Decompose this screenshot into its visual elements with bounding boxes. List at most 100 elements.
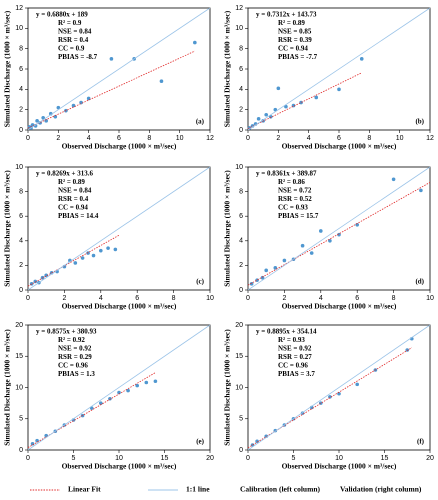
panel-label: (b)	[415, 118, 424, 126]
y-tick-label: 8	[19, 188, 23, 195]
y-tick-label: 8	[19, 46, 23, 53]
y-tick-label: 5	[19, 416, 23, 423]
data-point	[86, 251, 90, 255]
x-axis-title: Observed Discharge (1000 × m³/sec)	[62, 142, 177, 151]
stats-text: CC = 0.9	[58, 45, 85, 53]
y-tick-label: 12	[15, 5, 23, 12]
x-tick-label: 12	[206, 135, 214, 142]
data-point	[193, 40, 197, 45]
x-axis-title: Observed Discharge (1000 × m³/sec)	[282, 462, 397, 471]
data-point	[273, 266, 278, 270]
stats-text: RSR = 0.52	[278, 195, 312, 203]
stats-text: R² = 0.89	[278, 19, 305, 27]
data-point	[73, 261, 78, 265]
x-axis-title: Observed Discharge (1000 × m³/sec)	[62, 462, 177, 471]
stats-text: CC = 0.96	[58, 362, 88, 370]
data-point	[56, 105, 61, 110]
stats-text: PBIAS = 3.7	[278, 370, 315, 378]
data-point	[53, 114, 58, 119]
stats-text: NSE = 0.85	[278, 28, 312, 36]
y-tick-label: 10	[235, 384, 243, 391]
y-tick-label: 20	[235, 322, 243, 329]
data-point	[264, 268, 269, 273]
data-point	[109, 57, 114, 61]
data-point	[299, 100, 303, 105]
y-tick-label: 12	[235, 5, 243, 12]
x-axis-title: Observed Discharge (1000 × m³/sec)	[62, 302, 177, 311]
stats-text: NSE = 0.72	[278, 187, 312, 195]
data-point	[256, 117, 261, 121]
x-tick-label: 8	[367, 135, 371, 142]
x-tick-label: 10	[115, 455, 123, 462]
data-point	[391, 177, 396, 182]
y-axis-title: Simulated Discharge (1000 × m³/sec)	[223, 329, 232, 446]
y-tick-label: 2	[19, 262, 23, 269]
stats-text: y = 0.8361x + 389.87	[256, 170, 317, 178]
x-tick-label: 5	[292, 455, 296, 462]
x-tick-label: 12	[426, 135, 434, 142]
y-axis-title: Simulated Discharge (1000 × m³/sec)	[3, 10, 12, 127]
x-tick-label: 10	[426, 295, 434, 302]
y-tick-label: 15	[15, 353, 23, 360]
stats-text: PBIAS = 15.7	[278, 212, 319, 220]
data-point	[359, 57, 364, 61]
y-tick-label: 15	[235, 353, 243, 360]
panel-label: (e)	[196, 438, 204, 446]
stats-text: PBIAS = 14.4	[58, 212, 99, 220]
fit-line	[247, 72, 362, 129]
y-tick-label: 6	[239, 213, 243, 220]
stats-text: RSR = 0.4	[58, 195, 89, 203]
data-point	[159, 79, 164, 83]
stats-text: RSR = 0.39	[278, 36, 312, 44]
y-tick-label: 0	[239, 287, 243, 294]
data-point	[328, 395, 332, 399]
y-tick-label: 0	[239, 127, 243, 134]
y-tick-label: 0	[239, 447, 243, 454]
y-tick-label: 6	[239, 66, 243, 73]
y-tick-label: 6	[19, 213, 23, 220]
stats-text: y = 0.8575x + 380.93	[36, 328, 97, 336]
plot-frame	[27, 166, 211, 291]
data-point	[319, 401, 323, 405]
data-point	[309, 251, 314, 255]
data-point	[33, 124, 38, 128]
stats-text: NSE = 0.92	[58, 345, 92, 353]
data-point	[419, 188, 423, 193]
legend-note: Calibration (left column)	[240, 485, 320, 494]
data-point	[319, 229, 323, 233]
x-tick-label: 10	[176, 135, 184, 142]
data-point	[113, 247, 118, 252]
x-tick-label: 8	[172, 295, 176, 302]
y-tick-label: 2	[19, 107, 23, 114]
x-tick-label: 2	[62, 295, 66, 302]
y-tick-label: 20	[15, 322, 23, 329]
x-tick-label: 20	[426, 455, 434, 462]
stats-text: CC = 0.96	[278, 362, 308, 370]
data-point	[99, 401, 103, 405]
data-point	[126, 388, 130, 393]
data-point	[153, 379, 158, 384]
x-tick-label: 4	[99, 295, 103, 302]
y-tick-label: 4	[19, 86, 23, 93]
fit-line	[27, 372, 156, 448]
panel-label: (a)	[196, 118, 205, 126]
data-point	[144, 380, 149, 385]
x-tick-label: 10	[396, 135, 404, 142]
y-tick-label: 10	[15, 384, 23, 391]
y-tick-label: 2	[239, 107, 243, 114]
x-tick-label: 15	[381, 455, 389, 462]
y-tick-label: 0	[19, 447, 23, 454]
data-point	[33, 279, 38, 284]
data-point	[30, 441, 35, 446]
data-point	[337, 87, 341, 92]
stats-text: y = 0.8269x + 313.6	[36, 170, 93, 178]
y-tick-label: 10	[235, 25, 243, 32]
stats-text: RSR = 0.29	[58, 353, 92, 361]
data-point	[48, 111, 53, 116]
x-tick-label: 2	[56, 135, 60, 142]
y-tick-label: 8	[239, 188, 243, 195]
y-axis-title: Simulated Discharge (1000 × m³/sec)	[3, 329, 12, 446]
x-tick-label: 6	[337, 135, 341, 142]
stats-text: PBIAS = 1.3	[58, 370, 95, 378]
legend-label: 1:1 line	[186, 485, 210, 494]
